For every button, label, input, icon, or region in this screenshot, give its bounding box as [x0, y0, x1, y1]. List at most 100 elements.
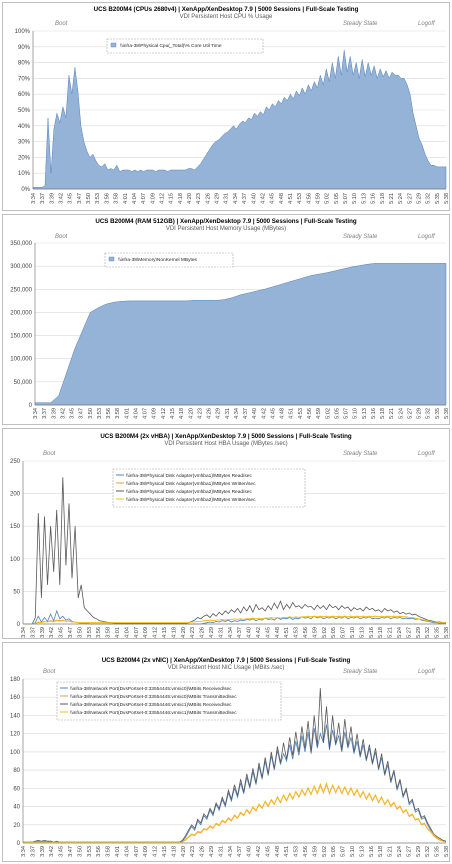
y-tick-label: 50	[13, 589, 20, 595]
y-tick-label: 80	[13, 768, 20, 774]
x-tick-label: 3:39	[49, 193, 55, 204]
x-tick-label: 5:18	[378, 627, 384, 638]
x-tick-label: 5:24	[397, 846, 403, 857]
x-tick-label: 5:38	[444, 846, 449, 857]
x-tick-label: 5:18	[380, 408, 386, 419]
x-tick-label: 4:31	[218, 846, 224, 857]
x-tick-label: 5:21	[388, 846, 394, 857]
x-tick-label: 3:39	[40, 627, 46, 638]
x-tick-label: 5:07	[344, 408, 350, 419]
phase-label: Boot	[43, 451, 56, 457]
x-tick-label: 4:48	[275, 846, 281, 857]
y-tick-label: 100%	[15, 29, 31, 35]
x-tick-label: 3:58	[106, 846, 112, 857]
y-tick-label: 60%	[18, 92, 31, 98]
phase-label: Logoff	[418, 21, 436, 27]
chart-subtitle: VDI Persistent Host HBA Usage (MBytes /s…	[164, 441, 288, 447]
y-tick-label: 250	[10, 459, 21, 465]
x-tick-label: 4:37	[242, 193, 248, 204]
x-tick-label: 4:56	[307, 408, 313, 419]
x-tick-label: 4:09	[143, 627, 149, 638]
legend-box	[106, 38, 264, 54]
x-tick-label: 4:59	[316, 408, 322, 419]
legend-label: \\infra-38\Physical Cpu(_Total)\% Core U…	[120, 43, 222, 49]
legend-label: \\infra-38\Physical Disk Adapter(vmhba1)…	[126, 481, 256, 487]
y-tick-label: 150	[10, 524, 21, 530]
x-tick-label: 5:35	[435, 627, 441, 638]
chart-subtitle: VDI Persistent Host Memory Usage (MBytes…	[165, 226, 287, 232]
x-tick-label: 3:37	[40, 193, 46, 204]
x-tick-label: 5:38	[444, 627, 449, 638]
x-tick-label: 4:42	[260, 193, 266, 204]
x-tick-label: 3:45	[70, 408, 76, 419]
x-tick-label: 4:53	[294, 627, 300, 638]
x-tick-label: 3:53	[95, 193, 101, 204]
x-tick-label: 5:18	[378, 846, 384, 857]
x-tick-label: 4:51	[289, 408, 295, 419]
x-tick-label: 5:10	[353, 408, 359, 419]
x-tick-label: 4:26	[205, 193, 211, 204]
x-tick-label: 4:34	[228, 627, 234, 638]
y-tick-label: 200,000	[10, 310, 32, 316]
x-tick-label: 4:37	[237, 846, 243, 857]
x-tick-label: 4:18	[179, 408, 185, 419]
x-tick-label: 5:05	[334, 408, 340, 419]
x-tick-label: 4:51	[284, 627, 290, 638]
chart-title: UCS B200M4 (RAM 512GB) | XenApp/XenDeskt…	[95, 218, 357, 225]
x-tick-label: 3:58	[106, 627, 112, 638]
x-tick-label: 5:27	[406, 627, 412, 638]
y-tick-label: 150,000	[10, 334, 32, 340]
x-tick-label: 4:15	[162, 627, 168, 638]
phase-label: Steady State	[343, 234, 378, 240]
x-tick-label: 3:42	[59, 193, 65, 204]
x-tick-label: 3:58	[115, 408, 121, 419]
x-tick-label: 5:07	[343, 193, 349, 204]
legend-label: \\infra-38\Network Port(DvsPortset-0:335…	[70, 710, 237, 716]
legend-box	[112, 468, 306, 508]
y-tick-label: 100,000	[10, 357, 32, 363]
x-tick-label: 5:29	[417, 408, 423, 419]
x-tick-label: 4:59	[312, 846, 318, 857]
x-tick-label: 4:07	[141, 193, 147, 204]
phase-label: Steady State	[343, 451, 378, 457]
y-tick-label: 30%	[18, 140, 31, 146]
x-tick-label: 5:32	[425, 846, 431, 857]
y-tick-label: 0	[17, 841, 21, 847]
x-tick-label: 4:15	[162, 846, 168, 857]
x-tick-label: 5:38	[444, 408, 449, 419]
x-tick-label: 3:56	[106, 408, 112, 419]
y-tick-label: 80%	[18, 61, 31, 67]
x-tick-label: 3:45	[59, 627, 65, 638]
x-tick-label: 4:29	[209, 627, 215, 638]
legend-label: \\infra-38\Physical Disk Adapter(vmhba2)…	[126, 489, 252, 495]
x-tick-label: 5:10	[350, 627, 356, 638]
y-tick-label: 100	[10, 557, 21, 563]
x-tick-label: 5:13	[361, 193, 367, 204]
legend-box	[56, 681, 282, 721]
x-tick-label: 5:32	[426, 193, 432, 204]
x-tick-label: 3:50	[86, 193, 92, 204]
series-area	[34, 263, 447, 406]
x-tick-label: 4:26	[200, 627, 206, 638]
x-tick-label: 5:29	[416, 627, 422, 638]
x-tick-label: 4:40	[247, 627, 253, 638]
x-tick-label: 5:27	[407, 408, 413, 419]
x-tick-label: 5:10	[350, 846, 356, 857]
series-area	[32, 49, 447, 190]
phase-label: Logoff	[418, 234, 436, 240]
x-tick-label: 3:37	[42, 408, 48, 419]
x-tick-label: 4:34	[233, 193, 239, 204]
x-tick-label: 3:53	[87, 627, 93, 638]
x-tick-label: 5:29	[416, 846, 422, 857]
x-tick-label: 4:48	[279, 193, 285, 204]
x-tick-label: 4:20	[181, 627, 187, 638]
x-tick-label: 3:53	[87, 846, 93, 857]
x-tick-label: 4:37	[237, 627, 243, 638]
x-tick-label: 4:01	[124, 408, 130, 419]
x-tick-label: 4:04	[124, 627, 130, 638]
y-tick-label: 160	[10, 695, 21, 701]
x-tick-label: 4:07	[134, 846, 140, 857]
x-tick-label: 4:51	[284, 846, 290, 857]
legend-label: \\infra-38\Physical Disk Adapter(vmhba2)…	[126, 497, 256, 503]
x-tick-label: 4:59	[316, 193, 322, 204]
